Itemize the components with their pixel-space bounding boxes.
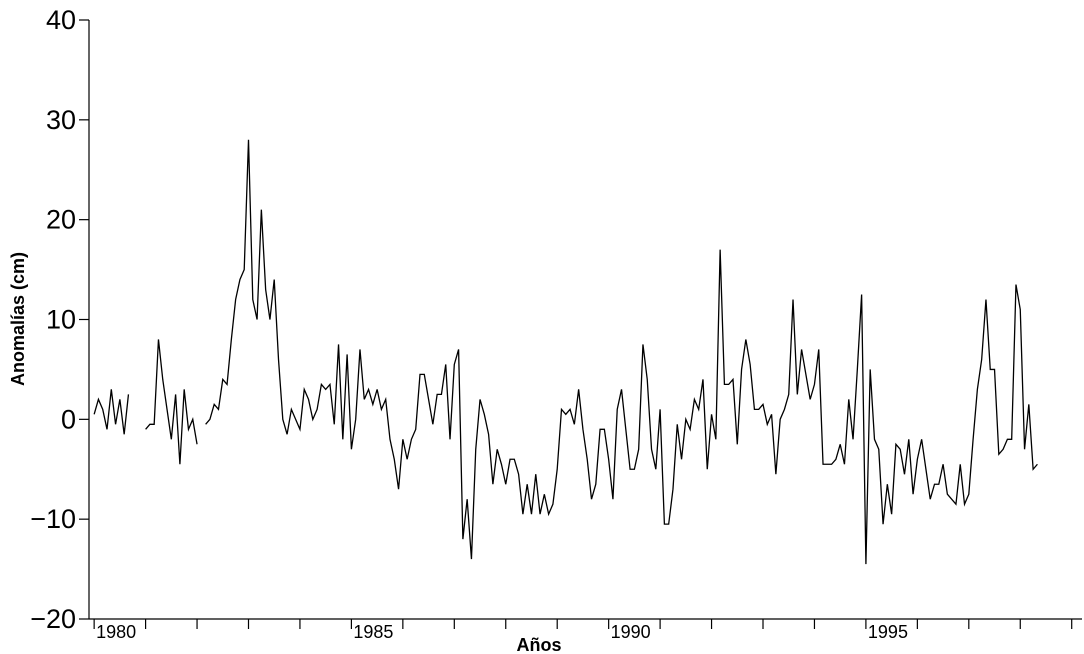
series-line [93,139,1038,565]
y-tick-label: 40 [46,5,76,35]
y-tick-label: 10 [46,305,76,335]
axes [88,20,1082,620]
y-tick-label: 20 [46,205,76,235]
y-tick-label: 30 [46,105,76,135]
x-tick-label: 1995 [868,622,908,642]
x-tick-label: 1990 [611,622,651,642]
x-tick-label: 1980 [96,622,136,642]
series-layer [93,139,1038,565]
y-ticks: −20 −10 0 10 20 30 40 [30,5,89,634]
x-axis-title: Años [517,635,562,654]
x-tick-label: 1985 [353,622,393,642]
y-tick-label: −20 [30,604,76,634]
y-tick-label: −10 [30,504,76,534]
y-tick-label: 0 [61,404,76,434]
y-axis-title: Anomalías (cm) [8,252,28,386]
x-ticks: 1980 1985 1990 1995 [93,619,1073,642]
